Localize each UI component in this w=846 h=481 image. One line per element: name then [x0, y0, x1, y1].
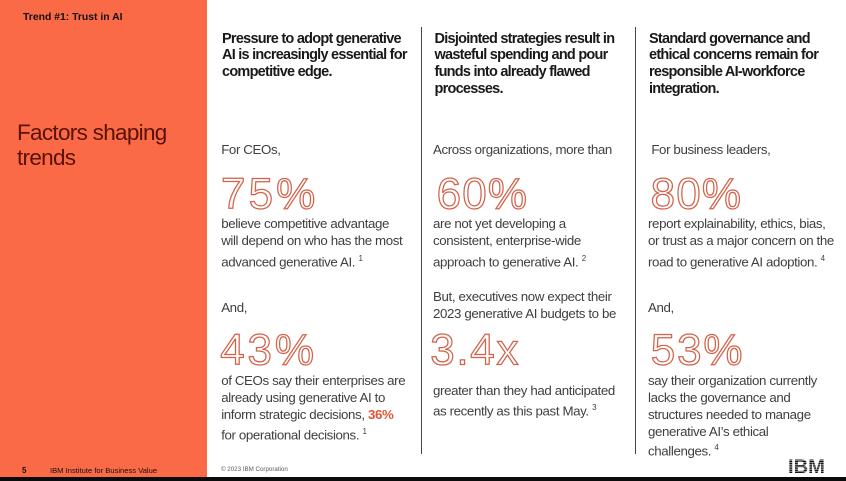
svg-text:75%: 75%: [221, 170, 318, 219]
svg-text:3.4x: 3.4x: [430, 326, 520, 375]
svg-text:60%: 60%: [437, 170, 529, 219]
svg-text:43%: 43%: [220, 326, 317, 375]
svg-text:80%: 80%: [651, 170, 743, 219]
svg-text:53%: 53%: [651, 326, 744, 375]
